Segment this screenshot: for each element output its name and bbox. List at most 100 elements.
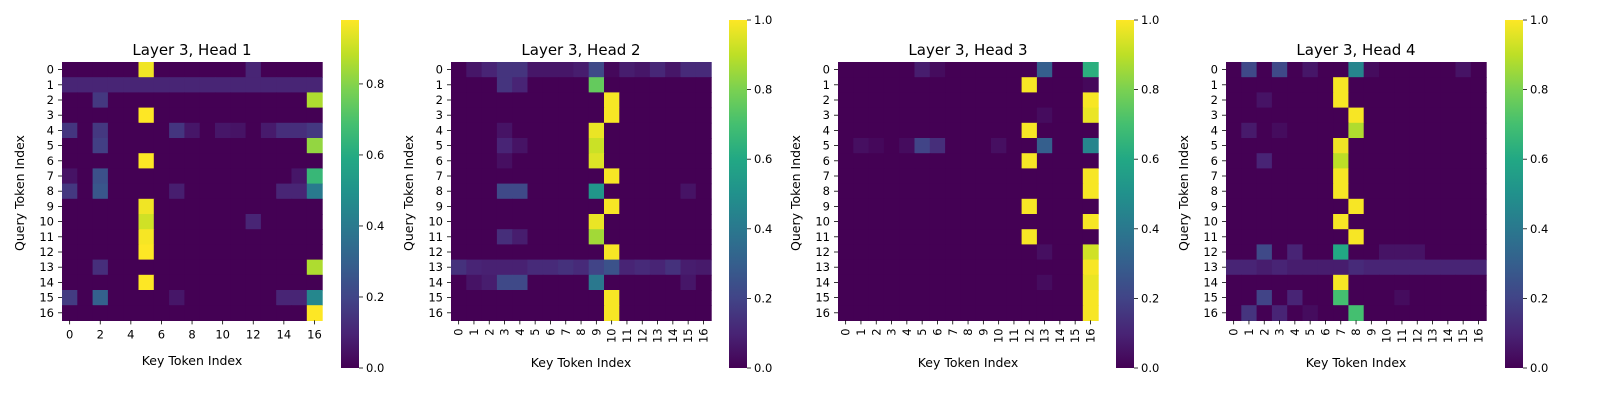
heatmap-cell bbox=[1226, 244, 1242, 261]
heatmap-cell bbox=[1241, 77, 1258, 93]
heatmap-cell bbox=[527, 153, 544, 169]
heatmap-cell bbox=[853, 107, 870, 124]
x-tick-labels: 0 1 2 3 4 5 6 7 8 9 10 11 12 13 14 15 16 bbox=[452, 320, 711, 343]
heatmap-cell bbox=[62, 274, 78, 291]
heatmap-cell bbox=[527, 183, 544, 200]
heatmap-cell bbox=[680, 122, 697, 139]
x-tick-label: 9 bbox=[589, 328, 603, 335]
heatmap-cell bbox=[1379, 138, 1395, 154]
y-tick-label: 6 bbox=[823, 154, 830, 168]
heatmap-cell bbox=[153, 92, 170, 109]
heatmap-cell bbox=[588, 214, 605, 230]
heatmap-cell bbox=[306, 290, 323, 306]
heatmap-cell bbox=[138, 153, 155, 169]
heatmap-cell bbox=[1440, 138, 1457, 154]
heatmap-cell bbox=[306, 77, 323, 93]
heatmap-cell bbox=[1470, 229, 1487, 245]
heatmap-cell bbox=[680, 168, 697, 185]
heatmap-cell bbox=[276, 77, 293, 93]
heatmap-cell bbox=[138, 77, 155, 93]
heatmap-cell bbox=[512, 198, 529, 215]
heatmap-cell bbox=[634, 290, 651, 306]
heatmap-cell bbox=[1455, 229, 1472, 245]
heatmap-cell bbox=[1333, 229, 1349, 245]
colorbar-tick-label: 0.8 bbox=[754, 83, 772, 97]
heatmap-cell bbox=[991, 153, 1007, 169]
heatmap-cell bbox=[604, 305, 620, 321]
heatmap-cell bbox=[1363, 198, 1380, 215]
heatmap-cell bbox=[838, 274, 854, 291]
heatmap-cell bbox=[1271, 183, 1288, 200]
heatmap-cell bbox=[1379, 214, 1395, 230]
heatmap-cell bbox=[153, 290, 170, 306]
heatmap-cell bbox=[512, 305, 529, 321]
heatmap-cell bbox=[1394, 62, 1411, 78]
y-tick-label: 15 bbox=[39, 291, 54, 305]
x-tick-label: 1 bbox=[854, 328, 868, 335]
heatmap-cell bbox=[184, 122, 201, 139]
heatmap-cell bbox=[123, 259, 140, 276]
heatmap-cell bbox=[1006, 153, 1023, 169]
heatmap-cell bbox=[92, 198, 109, 215]
heatmap-cell bbox=[853, 153, 870, 169]
heatmap-cell bbox=[1067, 259, 1084, 276]
heatmap-cell bbox=[960, 259, 977, 276]
x-tick-label: 11 bbox=[620, 328, 634, 343]
heatmap-cell bbox=[945, 107, 961, 124]
heatmap-cell bbox=[306, 168, 323, 185]
heatmap-cell bbox=[496, 153, 513, 169]
colorbar-tick-label: 1.0 bbox=[1530, 13, 1548, 27]
heatmap-cell bbox=[62, 305, 78, 321]
heatmap-cell bbox=[123, 107, 140, 124]
heatmap-cell bbox=[868, 183, 885, 200]
heatmap-cell bbox=[291, 305, 308, 321]
heatmap-cell bbox=[680, 305, 697, 321]
heatmap-cell bbox=[1036, 138, 1053, 154]
heatmap-cell bbox=[588, 62, 605, 78]
heatmap-cell bbox=[1006, 122, 1023, 139]
colorbar-tick-label: 0.4 bbox=[366, 219, 384, 233]
heatmap-cell bbox=[945, 305, 961, 321]
heatmap-cell bbox=[1082, 92, 1099, 109]
heatmap-cell bbox=[1333, 122, 1349, 139]
y-tick-label: 4 bbox=[1211, 123, 1218, 137]
heatmap-cell bbox=[1348, 274, 1365, 291]
heatmap-cell bbox=[92, 77, 109, 93]
y-tick-label: 8 bbox=[823, 184, 830, 198]
heatmap-cell bbox=[1052, 153, 1069, 169]
heatmap-cell bbox=[276, 198, 293, 215]
colorbar-tick-label: 0.2 bbox=[1530, 291, 1548, 305]
colorbar-tick-label: 0.4 bbox=[1141, 222, 1159, 236]
heatmap-cell bbox=[619, 183, 636, 200]
heatmap-cell bbox=[1006, 138, 1023, 154]
x-tick-label: 8 bbox=[961, 328, 975, 335]
heatmap-cell bbox=[1006, 198, 1023, 215]
heatmap-cell bbox=[169, 214, 185, 230]
heatmap-cell bbox=[1271, 107, 1288, 124]
heatmap-cell bbox=[1317, 138, 1334, 154]
heatmap-cell bbox=[1424, 168, 1441, 185]
heatmap-cell bbox=[512, 107, 529, 124]
heatmap-cell bbox=[853, 305, 870, 321]
heatmap-cell bbox=[245, 183, 262, 200]
heatmap-cell bbox=[92, 305, 109, 321]
heatmap-cell bbox=[573, 274, 590, 291]
heatmap-cell bbox=[914, 244, 931, 261]
heatmap-cell bbox=[680, 290, 697, 306]
heatmap-cell bbox=[466, 92, 483, 109]
heatmap-cell bbox=[1241, 168, 1258, 185]
heatmap-cell bbox=[527, 214, 544, 230]
y-tick-label: 6 bbox=[436, 154, 443, 168]
y-tick-label: 14 bbox=[428, 275, 443, 289]
heatmap-cell bbox=[634, 168, 651, 185]
x-tick-label: 16 bbox=[1472, 328, 1486, 343]
heatmap-cell bbox=[1287, 274, 1304, 291]
colorbar-tick-label: 1.0 bbox=[754, 13, 772, 27]
heatmap-cell bbox=[451, 259, 467, 276]
heatmap-cell bbox=[215, 107, 231, 124]
heatmap-cell bbox=[868, 259, 885, 276]
heatmap-cell bbox=[665, 183, 682, 200]
heatmap-cell bbox=[838, 214, 854, 230]
heatmap-cell bbox=[123, 274, 140, 291]
y-tick-label: 7 bbox=[1211, 169, 1218, 183]
